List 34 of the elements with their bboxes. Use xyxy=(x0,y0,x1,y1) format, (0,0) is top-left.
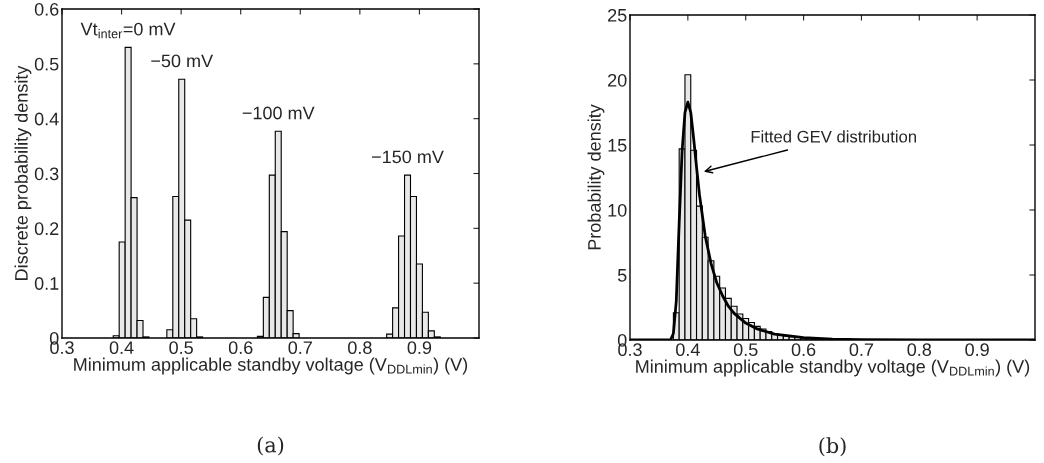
text: (b) xyxy=(819,437,846,457)
y-tick-label: 0.6 xyxy=(34,2,59,16)
y-tick-label: 0.1 xyxy=(34,277,59,290)
x-tick-label: 0.9 xyxy=(965,343,989,357)
x-tick-label: 0.4 xyxy=(109,341,134,355)
x-tick-label: 0.7 xyxy=(849,343,874,357)
x-tick-label: 0.4 xyxy=(676,343,700,357)
annotation: −150 mV xyxy=(372,150,444,164)
y-axis-title: Probability density xyxy=(587,104,605,250)
x-tick-label: 0.5 xyxy=(169,341,193,355)
y-tick-label: 5 xyxy=(617,269,627,282)
y-tick-label: 20 xyxy=(608,73,627,87)
x-tick-label: 0.8 xyxy=(907,343,932,357)
x-tick-label: 0.7 xyxy=(288,341,312,355)
x-tick-label: 0.8 xyxy=(348,341,372,355)
y-tick-label: 0.5 xyxy=(34,57,59,71)
y-tick-label: 15 xyxy=(608,139,627,152)
annotation: −50 mV xyxy=(151,54,214,68)
y-tick-label: 25 xyxy=(608,8,627,22)
x-tick-label: 0.5 xyxy=(733,343,758,357)
x-axis-title: Minimum applicable standby voltage (V$_{DDLmin}$) (V) xyxy=(74,357,468,375)
x-tick-label: 0.6 xyxy=(791,343,816,357)
text: (a) xyxy=(257,436,284,456)
y-tick-label: 10 xyxy=(608,203,627,217)
y-tick-label: 0.2 xyxy=(34,222,59,236)
annotation: Fitted GEV distribution xyxy=(751,130,916,143)
y-tick-label: 0.4 xyxy=(34,112,59,126)
y-axis-title: Discrete probability density xyxy=(14,65,32,280)
annotation: −100 mV xyxy=(242,106,315,120)
x-tick-label: 0.9 xyxy=(407,341,432,355)
y-tick-label: 0.3 xyxy=(34,167,59,181)
x-tick-label: 0.6 xyxy=(228,341,253,355)
x-axis-title: Minimum applicable standby voltage (V$_{DDLmin}$) (V) xyxy=(636,359,1030,377)
annotation: Vt$_{inter}$=0 mV xyxy=(80,22,176,39)
